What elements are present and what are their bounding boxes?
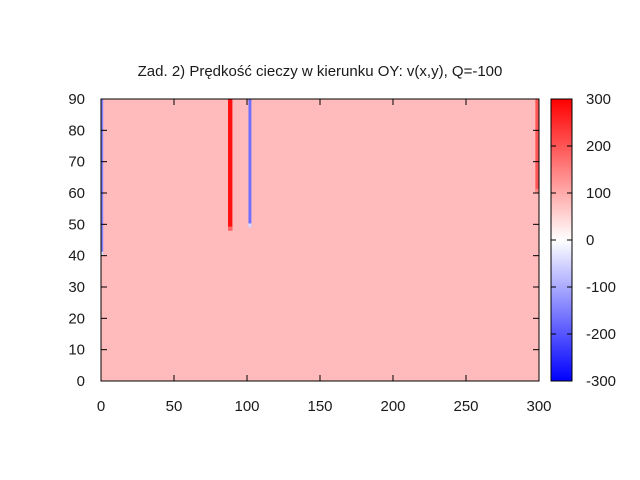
x-tick-label: 250 (453, 398, 478, 415)
heatmap-feature-2 (248, 99, 252, 228)
chart-title: Zad. 2) Prędkość cieczy w kierunku OY: v… (138, 63, 503, 80)
plot-area (100, 98, 540, 382)
colorbar-tick-label: 200 (586, 138, 611, 155)
x-tick-label: 0 (97, 398, 105, 415)
y-tick-label: 80 (68, 122, 85, 139)
colorbar: 300 200 100 0 -100 -200 -300 (550, 91, 616, 390)
heatmap-feature-edge-0 (101, 251, 104, 256)
y-tick-label: 60 (68, 185, 85, 202)
heatmap-feature-edge-1 (228, 226, 233, 231)
y-tick-label: 50 (68, 216, 85, 233)
heatmap-feature-edge-3 (535, 189, 539, 193)
y-axis: 0 10 20 30 40 50 60 70 80 90 (68, 91, 539, 390)
colorbar-tick-label: 300 (586, 91, 611, 108)
y-tick-label: 70 (68, 154, 85, 171)
y-tick-label: 10 (68, 342, 85, 359)
colorbar-tick-label: 100 (586, 185, 611, 202)
x-tick-label: 50 (166, 398, 183, 415)
colorbar-tick-label: -100 (586, 279, 616, 296)
y-tick-label: 0 (77, 373, 85, 390)
y-tick-label: 90 (68, 91, 85, 108)
colorbar-tick-label: 0 (586, 232, 594, 249)
y-tick-label: 20 (68, 310, 85, 327)
y-tick-label: 30 (68, 279, 85, 296)
heatmap-feature-1 (228, 99, 233, 231)
colorbar-tick-label: -200 (586, 326, 616, 343)
x-tick-label: 100 (234, 398, 259, 415)
heatmap-feature-3 (535, 99, 539, 193)
heatmap-feature-edge-2 (248, 223, 252, 228)
x-tick-label: 200 (380, 398, 405, 415)
x-tick-label: 150 (307, 398, 332, 415)
x-axis: 0 50 100 150 200 250 300 (97, 99, 552, 415)
heatmap-feature-0 (101, 99, 104, 256)
x-tick-label: 300 (526, 398, 551, 415)
colorbar-tick-label: -300 (586, 373, 616, 390)
heatmap-background (101, 99, 539, 381)
y-tick-label: 40 (68, 248, 85, 265)
